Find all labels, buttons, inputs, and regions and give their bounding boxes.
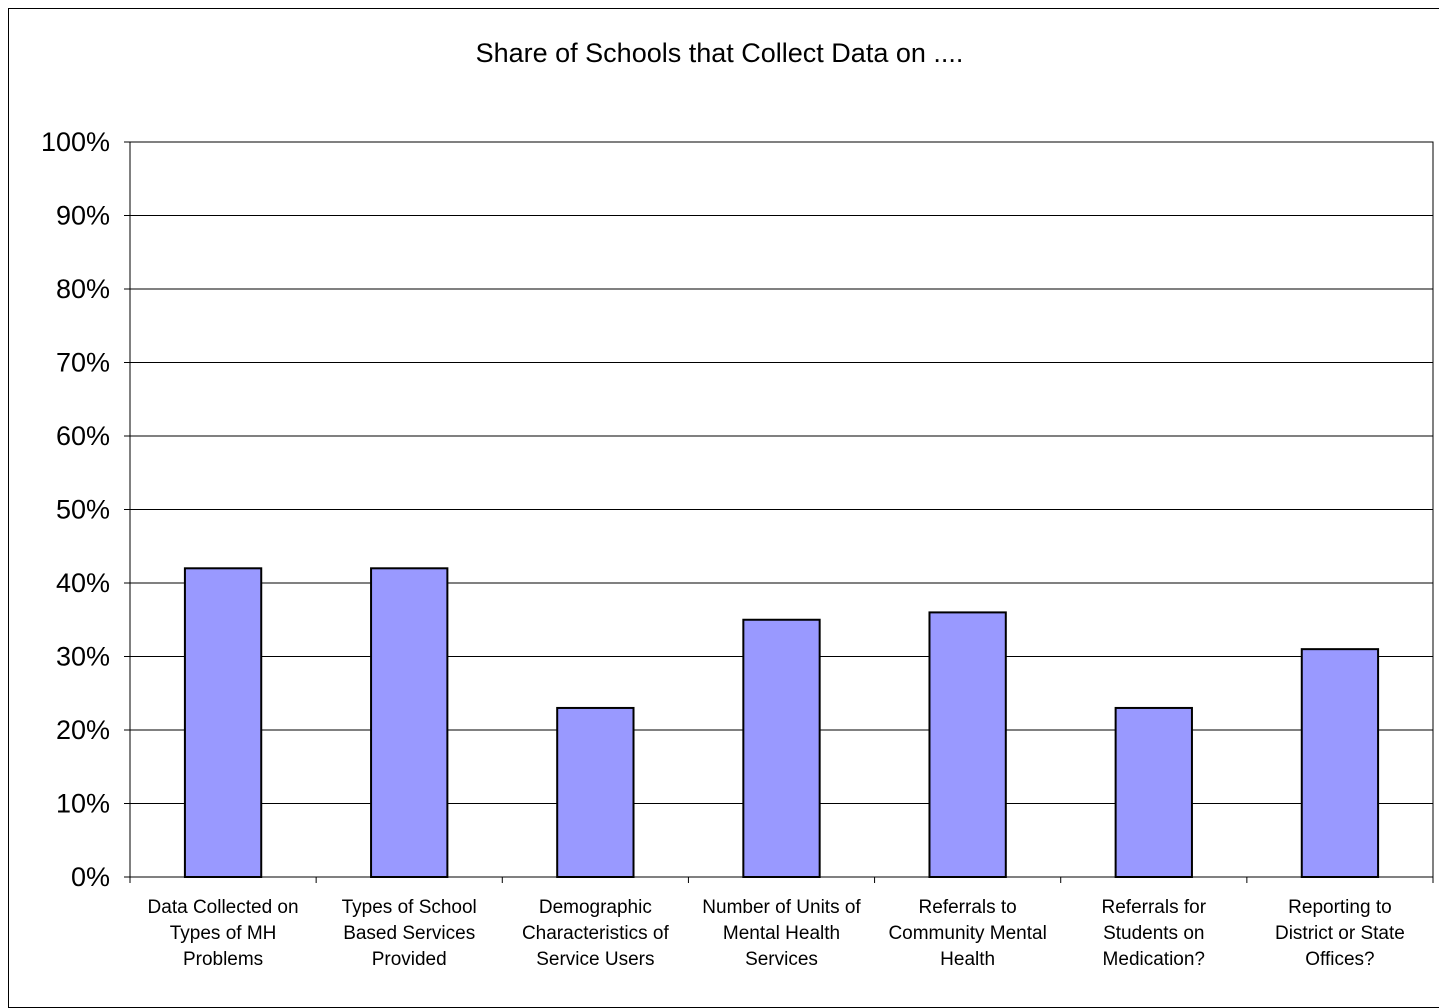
y-tick-label: 40%	[56, 568, 110, 598]
bar	[742, 618, 821, 878]
y-tick-label: 100%	[41, 127, 110, 157]
bar	[370, 567, 449, 878]
bar	[1300, 648, 1380, 879]
chart-title: Share of Schools that Collect Data on ..…	[475, 38, 964, 68]
x-tick-label: Referrals for Students on Medication?	[1101, 897, 1207, 970]
x-tick-label: Referrals to Community Mental Health	[888, 897, 1047, 970]
bar	[556, 706, 635, 879]
x-tick-label: Demographic Characteristics of Service U…	[521, 897, 669, 970]
y-tick-label: 80%	[56, 274, 110, 304]
bar	[183, 567, 263, 878]
x-tick-label: Types of School Based Services Provided	[341, 897, 477, 970]
bar	[928, 611, 1007, 879]
y-tick-label: 20%	[56, 715, 110, 745]
x-tick-label: Reporting to District or State Offices?	[1274, 897, 1405, 970]
y-tick-label: 70%	[56, 348, 110, 378]
y-tick-label: 30%	[56, 642, 110, 672]
y-tick-label: 10%	[56, 789, 110, 819]
y-tick-label: 60%	[56, 421, 110, 451]
x-tick-label: Number of Units of Mental Health Service…	[702, 897, 861, 970]
y-tick-label: 50%	[56, 495, 110, 525]
y-tick-label: 0%	[71, 862, 110, 892]
y-tick-label: 90%	[56, 201, 110, 231]
x-tick-label: Data Collected on Types of MH Problems	[147, 897, 299, 970]
bar	[1114, 706, 1193, 879]
